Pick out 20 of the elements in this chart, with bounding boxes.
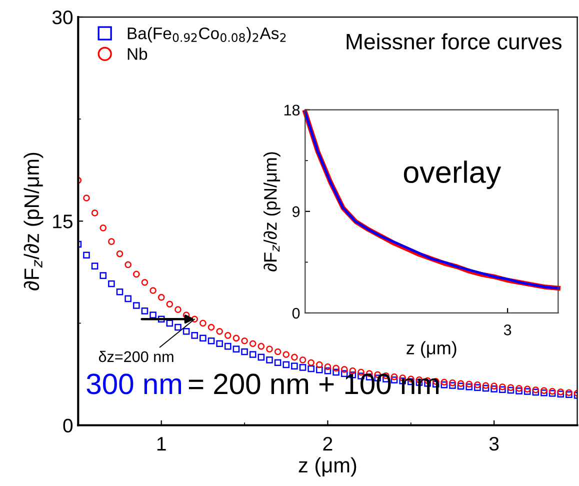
- x-tick-label: 3: [504, 324, 512, 336]
- x-axis-title: z (μm): [406, 341, 456, 358]
- x-tick-label: 2: [323, 436, 332, 450]
- y-tick-label: 0: [63, 418, 73, 432]
- x-axis-title: z (μm): [298, 457, 356, 477]
- y-tick-label: 30: [52, 10, 73, 24]
- x-tick-label: 3: [489, 436, 499, 451]
- annotation: 300 nm: [86, 374, 182, 394]
- y-tick-label: 18: [284, 104, 300, 116]
- x-tick-label: 1: [157, 437, 166, 450]
- y-axis-title: ∂F$_{z}$/∂z (pN/μm): [264, 152, 280, 272]
- legend-label: Ba(Fe$_{0.92}$Co$_{0.08}$)$_{2}$As$_{2}$: [128, 27, 286, 43]
- annotation: δz=200 nm: [98, 350, 174, 362]
- annotation: overlay: [404, 160, 502, 190]
- y-tick-label: 15: [53, 214, 72, 228]
- legend-label: Nb: [128, 48, 148, 60]
- annotation: Meissner force curves: [346, 33, 562, 50]
- y-axis-title: ∂F$_{z}$/∂z (pN/μm): [24, 152, 44, 290]
- y-tick-label: 0: [292, 308, 300, 319]
- y-tick-label: 9: [292, 206, 300, 218]
